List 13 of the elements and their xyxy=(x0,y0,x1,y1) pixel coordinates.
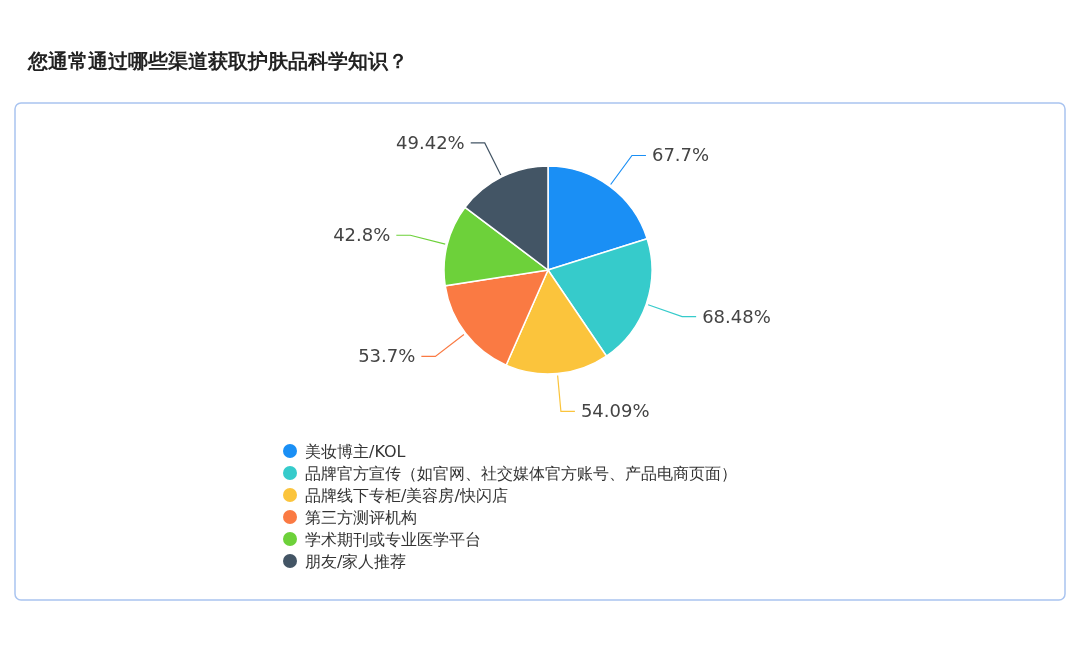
legend-label: 品牌线下专柜/美容房/快闪店 xyxy=(305,486,508,505)
legend-label: 美妆博主/KOL xyxy=(305,442,406,461)
legend-label: 品牌官方宣传（如官网、社交媒体官方账号、产品电商页面） xyxy=(305,464,737,483)
data-label: 67.7% xyxy=(651,144,710,166)
legend-label: 第三方测评机构 xyxy=(305,508,417,527)
chart-title: 您通常通过哪些渠道获取护肤品科学知识？ xyxy=(27,49,408,73)
legend-label: 学术期刊或专业医学平台 xyxy=(305,530,481,549)
data-label: 53.7% xyxy=(358,345,416,367)
data-label: 42.8% xyxy=(333,224,391,246)
legend-label: 朋友/家人推荐 xyxy=(305,552,407,571)
data-label: 68.48% xyxy=(702,305,771,327)
data-label: 54.09% xyxy=(580,400,650,422)
data-label: 49.42% xyxy=(396,131,465,153)
